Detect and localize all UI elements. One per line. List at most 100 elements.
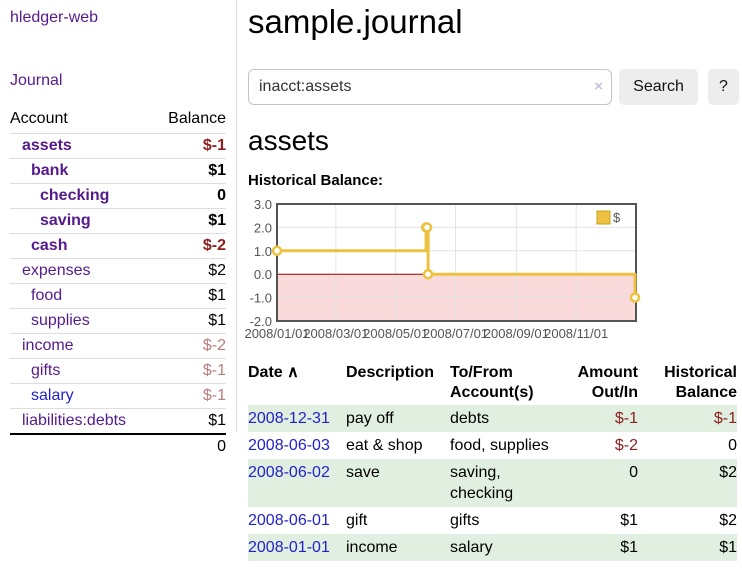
account-name-cell: income: [10, 333, 155, 359]
transaction-balance: $-1: [713, 410, 737, 427]
sidebar-account-link[interactable]: gifts: [31, 362, 61, 379]
account-name-cell: liabilities:debts: [10, 408, 155, 434]
account-balance: $-1: [154, 358, 226, 384]
sort-ascending-icon: ∧: [287, 364, 299, 381]
transaction-balance: 0: [728, 437, 737, 454]
sidebar-account-link[interactable]: expenses: [22, 262, 91, 279]
sidebar-account-link[interactable]: checking: [40, 187, 110, 204]
y-axis-tick-label: -2.0: [250, 314, 272, 329]
transaction-description: pay off: [346, 410, 394, 427]
transaction-description: gift: [346, 512, 368, 529]
accounts-total-value: 0: [154, 433, 226, 459]
transaction-balance: $2: [719, 464, 737, 481]
account-row: salary $-1: [10, 383, 226, 409]
sidebar-account-link[interactable]: income: [22, 337, 74, 354]
transaction-accounts: debts: [450, 410, 490, 427]
transaction-accounts: gifts: [450, 512, 480, 529]
data-point-marker: [629, 292, 641, 303]
account-name-cell: supplies: [10, 308, 155, 334]
transaction-amount: $1: [620, 539, 638, 556]
transaction-date-link[interactable]: 2008-12-31: [248, 410, 330, 427]
sidebar-account-link[interactable]: food: [31, 287, 63, 304]
date-column-header[interactable]: Date ∧: [248, 361, 346, 405]
search-bar: × Search ?: [248, 69, 742, 105]
account-name-cell: salary: [10, 383, 155, 409]
transaction-date-cell: 2008-01-01: [248, 534, 346, 561]
account-name-cell: assets: [10, 133, 155, 159]
table-row: 2008-06-02 save saving, checking 0 $2: [248, 459, 737, 507]
y-axis-tick-label: 2.0: [254, 220, 272, 235]
sidebar-account-link[interactable]: liabilities:debts: [22, 412, 127, 429]
clear-search-icon[interactable]: ×: [594, 78, 603, 95]
table-row: 2008-06-03 eat & shop food, supplies $-2 0: [248, 432, 737, 459]
transaction-date-link[interactable]: 2008-06-02: [248, 464, 330, 481]
transaction-accounts: salary: [450, 539, 493, 556]
account-balance: $1: [154, 283, 226, 309]
y-axis-tick-label: 3.0: [254, 197, 272, 212]
transaction-accounts: saving, checking: [450, 464, 514, 502]
x-axis-tick-label: 2008/03/01: [303, 326, 368, 341]
x-axis-tick-label: 2008/05/01: [363, 326, 428, 341]
accounts-table-header: Account Balance: [10, 107, 226, 134]
plot-border: [276, 203, 637, 322]
transaction-date-link[interactable]: 2008-06-01: [248, 512, 330, 529]
transaction-date-cell: 2008-12-31: [248, 405, 346, 432]
register-account-heading: assets: [248, 125, 329, 156]
transaction-description: income: [346, 539, 398, 556]
accounts-total-spacer: [10, 433, 155, 459]
sidebar-account-link[interactable]: salary: [31, 387, 74, 404]
account-row: bank $1: [10, 158, 226, 184]
account-row: food $1: [10, 283, 226, 309]
sidebar-account-link[interactable]: cash: [31, 237, 68, 254]
chart-title: Historical Balance:: [248, 172, 384, 189]
main-content: sample.journal × Search ? assets Histori…: [244, 0, 742, 561]
transaction-date-cell: 2008-06-01: [248, 507, 346, 534]
account-row: cash $-2: [10, 233, 226, 259]
search-input[interactable]: [248, 69, 612, 105]
transaction-accounts: food, supplies: [450, 437, 549, 454]
account-balance: $-1: [154, 383, 226, 409]
transaction-amount: $-2: [614, 437, 638, 454]
chart-legend-label: $: [613, 210, 621, 225]
sidebar-account-link[interactable]: bank: [31, 162, 69, 179]
transaction-date-cell: 2008-06-03: [248, 432, 346, 459]
transaction-date-link[interactable]: 2008-01-01: [248, 539, 330, 556]
y-axis-tick-label: -1.0: [250, 291, 272, 306]
help-button[interactable]: ?: [708, 69, 739, 105]
sidebar-item-journal[interactable]: Journal: [10, 72, 63, 89]
y-axis-tick-label: 0.0: [254, 267, 272, 282]
transaction-balance: $2: [719, 512, 737, 529]
search-button[interactable]: Search: [619, 69, 698, 105]
transaction-amount: $1: [620, 512, 638, 529]
accounts-table: Account Balance assets $-1 bank $1 checking 0…: [10, 107, 226, 459]
accounts-total-row: 0: [10, 433, 226, 459]
accounts-column-header: Account: [10, 110, 68, 127]
sidebar-account-link[interactable]: supplies: [31, 312, 90, 329]
transaction-description: eat & shop: [346, 437, 423, 454]
account-balance: $-2: [154, 333, 226, 359]
sidebar-account-link[interactable]: saving: [40, 212, 91, 229]
sidebar-account-link[interactable]: assets: [22, 137, 72, 154]
account-name-cell: expenses: [10, 258, 155, 284]
register-table-header: Date ∧ Description To/From Account(s) Am…: [248, 361, 737, 405]
table-row: 2008-01-01 income salary $1 $1: [248, 534, 737, 561]
data-point-marker: [421, 222, 433, 233]
app-title-link[interactable]: hledger-web: [10, 9, 99, 26]
account-balance: $2: [154, 258, 226, 284]
account-row: liabilities:debts $1: [10, 408, 226, 434]
account-balance: $1: [154, 408, 226, 434]
historical-balance-chart: 3.0 2.0 1.0 0.0 -1.0 -2.02008/01/012008/03/01…: [244, 197, 641, 341]
account-row: expenses $2: [10, 258, 226, 284]
data-point-marker: [422, 268, 434, 280]
account-name-cell: checking: [10, 183, 155, 209]
transaction-date-link[interactable]: 2008-06-03: [248, 437, 330, 454]
account-balance: $1: [154, 208, 226, 234]
account-name-cell: gifts: [10, 358, 155, 384]
account-balance: $-2: [154, 233, 226, 259]
account-name-cell: food: [10, 283, 155, 309]
search-input-wrapper: ×: [248, 69, 612, 105]
account-balance: $-1: [154, 133, 226, 159]
data-point-marker: [271, 245, 283, 257]
account-row: income $-2: [10, 333, 226, 359]
amount-column-header: Amount Out/In: [577, 364, 638, 401]
